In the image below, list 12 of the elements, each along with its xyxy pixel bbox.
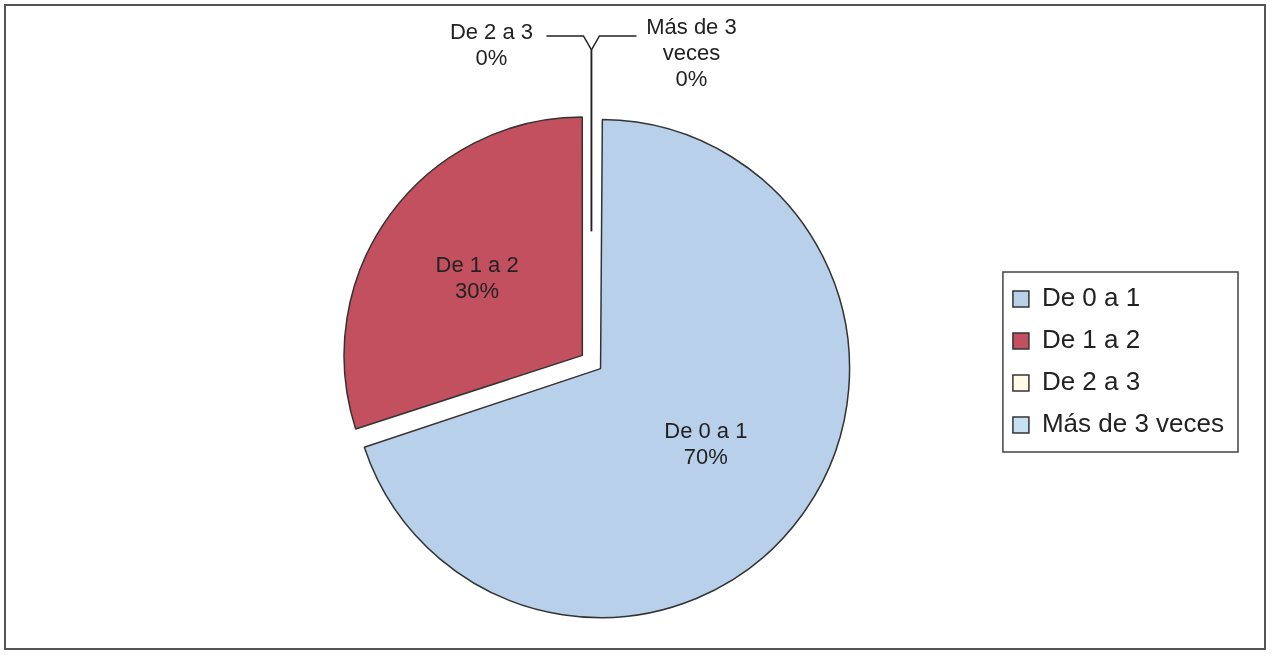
legend-label: De 0 a 1 <box>1041 282 1141 313</box>
category-label: Más de 3 veces <box>646 14 737 66</box>
category-label: De 2 a 3 <box>449 19 534 45</box>
text: 0% <box>675 66 708 92</box>
legend-label: De 2 a 3 <box>1041 366 1141 397</box>
data-label: 30% <box>455 277 500 303</box>
text: 0% <box>475 45 508 71</box>
slice-label: De 1 a 2 <box>435 251 519 277</box>
legend-label: Más de 3 veces <box>1041 408 1224 439</box>
data-label: 70% <box>683 444 728 470</box>
legend-label: De 1 a 2 <box>1041 324 1141 355</box>
slice-label: De 0 a 1 <box>664 418 748 444</box>
